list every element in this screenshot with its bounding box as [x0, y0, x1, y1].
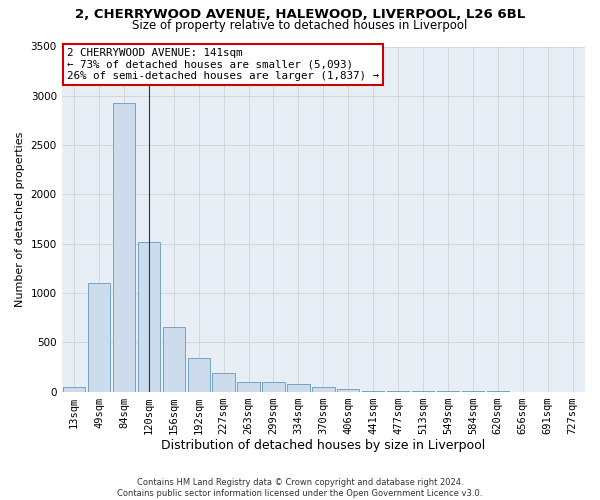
- Bar: [63, 387, 85, 392]
- Bar: [362, 390, 385, 392]
- X-axis label: Distribution of detached houses by size in Liverpool: Distribution of detached houses by size …: [161, 440, 485, 452]
- Bar: [163, 328, 185, 392]
- Bar: [212, 374, 235, 392]
- Text: 2, CHERRYWOOD AVENUE, HALEWOOD, LIVERPOOL, L26 6BL: 2, CHERRYWOOD AVENUE, HALEWOOD, LIVERPOO…: [75, 8, 525, 20]
- Bar: [287, 384, 310, 392]
- Text: Contains HM Land Registry data © Crown copyright and database right 2024.
Contai: Contains HM Land Registry data © Crown c…: [118, 478, 482, 498]
- Text: 2 CHERRYWOOD AVENUE: 141sqm
← 73% of detached houses are smaller (5,093)
26% of : 2 CHERRYWOOD AVENUE: 141sqm ← 73% of det…: [67, 48, 379, 82]
- Text: Size of property relative to detached houses in Liverpool: Size of property relative to detached ho…: [133, 18, 467, 32]
- Bar: [238, 382, 260, 392]
- Bar: [188, 358, 210, 392]
- Bar: [337, 389, 359, 392]
- Bar: [312, 386, 335, 392]
- Bar: [262, 382, 285, 392]
- Bar: [113, 102, 135, 392]
- Bar: [88, 283, 110, 392]
- Bar: [137, 242, 160, 392]
- Y-axis label: Number of detached properties: Number of detached properties: [15, 132, 25, 306]
